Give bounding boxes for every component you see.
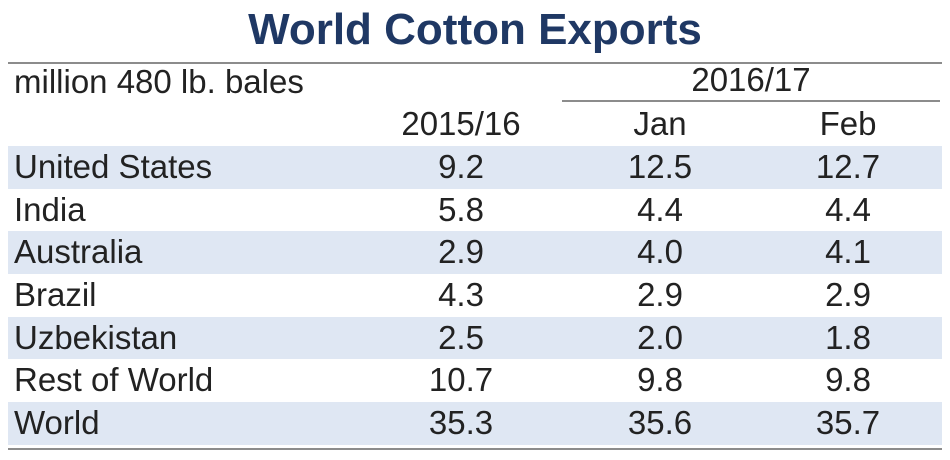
- table-cell: 4.1: [825, 233, 871, 271]
- table-row: Uzbekistan 2.5 2.0 1.8: [8, 316, 942, 360]
- table-row: Brazil 4.3 2.9 2.9: [8, 274, 942, 317]
- bottom-rule: [8, 448, 942, 450]
- table-title: World Cotton Exports: [248, 5, 702, 54]
- table-cell: 2.9: [438, 233, 484, 271]
- table-cell: 2.9: [825, 276, 871, 314]
- table-row: World 35.3 35.6 35.7: [8, 402, 942, 445]
- table-row: Australia 2.9 4.0 4.1: [8, 231, 942, 275]
- column-group-rule: [562, 100, 940, 102]
- top-rule: [8, 62, 942, 64]
- row-label: Uzbekistan: [14, 318, 178, 356]
- row-label: World: [14, 404, 100, 442]
- table-cell: 35.7: [815, 404, 881, 442]
- table-cell: 35.3: [428, 404, 494, 442]
- table-cell: 12.7: [815, 148, 881, 185]
- table-cell: 2.5: [438, 318, 484, 356]
- unit-label: million 480 lb. bales: [14, 63, 304, 100]
- table-cell: 4.4: [637, 190, 683, 228]
- column-group-label: 2016/17: [691, 61, 811, 98]
- table-cell: 1.8: [825, 318, 871, 356]
- table-cell: 9.2: [438, 148, 484, 185]
- table-cell: 2.9: [637, 276, 683, 314]
- table-body: United States 9.2 12.5 12.7 India 5.8 4.4 4.4 Au…: [8, 146, 942, 445]
- table-cell: 4.3: [438, 276, 484, 314]
- row-label: United States: [14, 148, 213, 185]
- table-cell: 35.6: [627, 404, 693, 442]
- table-cell: 2.0: [637, 318, 683, 356]
- table-row: India 5.8 4.4 4.4: [8, 189, 942, 232]
- row-label: Brazil: [14, 276, 97, 314]
- table-row: United States 9.2 12.5 12.7: [8, 146, 942, 189]
- table-cell: 4.4: [825, 190, 871, 228]
- table-cell: 9.8: [825, 361, 871, 399]
- table-cell: 9.8: [637, 361, 683, 399]
- column-header-jan: Jan: [633, 105, 687, 142]
- row-label: Rest of World: [14, 361, 214, 399]
- table-cell: 4.0: [637, 233, 683, 271]
- table-cell: 5.8: [438, 190, 484, 228]
- table-cell: 10.7: [428, 361, 494, 399]
- row-label: India: [14, 190, 86, 228]
- table-cell: 12.5: [627, 148, 693, 185]
- table-row: Rest of World 10.7 9.8 9.8: [8, 359, 942, 402]
- column-header-2015-16: 2015/16: [401, 105, 521, 142]
- column-header-feb: Feb: [819, 105, 877, 142]
- row-label: Australia: [14, 233, 143, 271]
